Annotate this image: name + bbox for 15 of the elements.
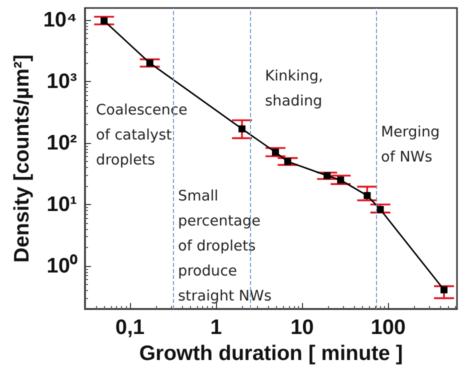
y-tick-label: 10¹ <box>46 193 77 216</box>
x-tick-label: 1 <box>210 316 222 339</box>
y-axis-title: Density [counts/µm²] <box>10 54 34 263</box>
y-tick-label: 10⁰ <box>46 254 78 278</box>
y-tick-label: 10³ <box>46 70 77 94</box>
y-tick-label: 10² <box>46 132 77 155</box>
x-axis-title: Growth duration [ minute ] <box>139 342 403 365</box>
x-tick-label: 10 <box>290 316 314 339</box>
annotation: Coalescence of catalyst droplets <box>96 102 188 168</box>
x-tick-label: 0,1 <box>115 316 145 339</box>
annotation: Kinking, shading <box>265 68 324 110</box>
annotation: Small percentage of droplets produce straight NWs <box>178 188 272 304</box>
y-tick-label: 10⁴ <box>43 8 77 32</box>
x-tick-label: 100 <box>370 316 406 339</box>
annotation: Merging of NWs <box>381 124 440 166</box>
